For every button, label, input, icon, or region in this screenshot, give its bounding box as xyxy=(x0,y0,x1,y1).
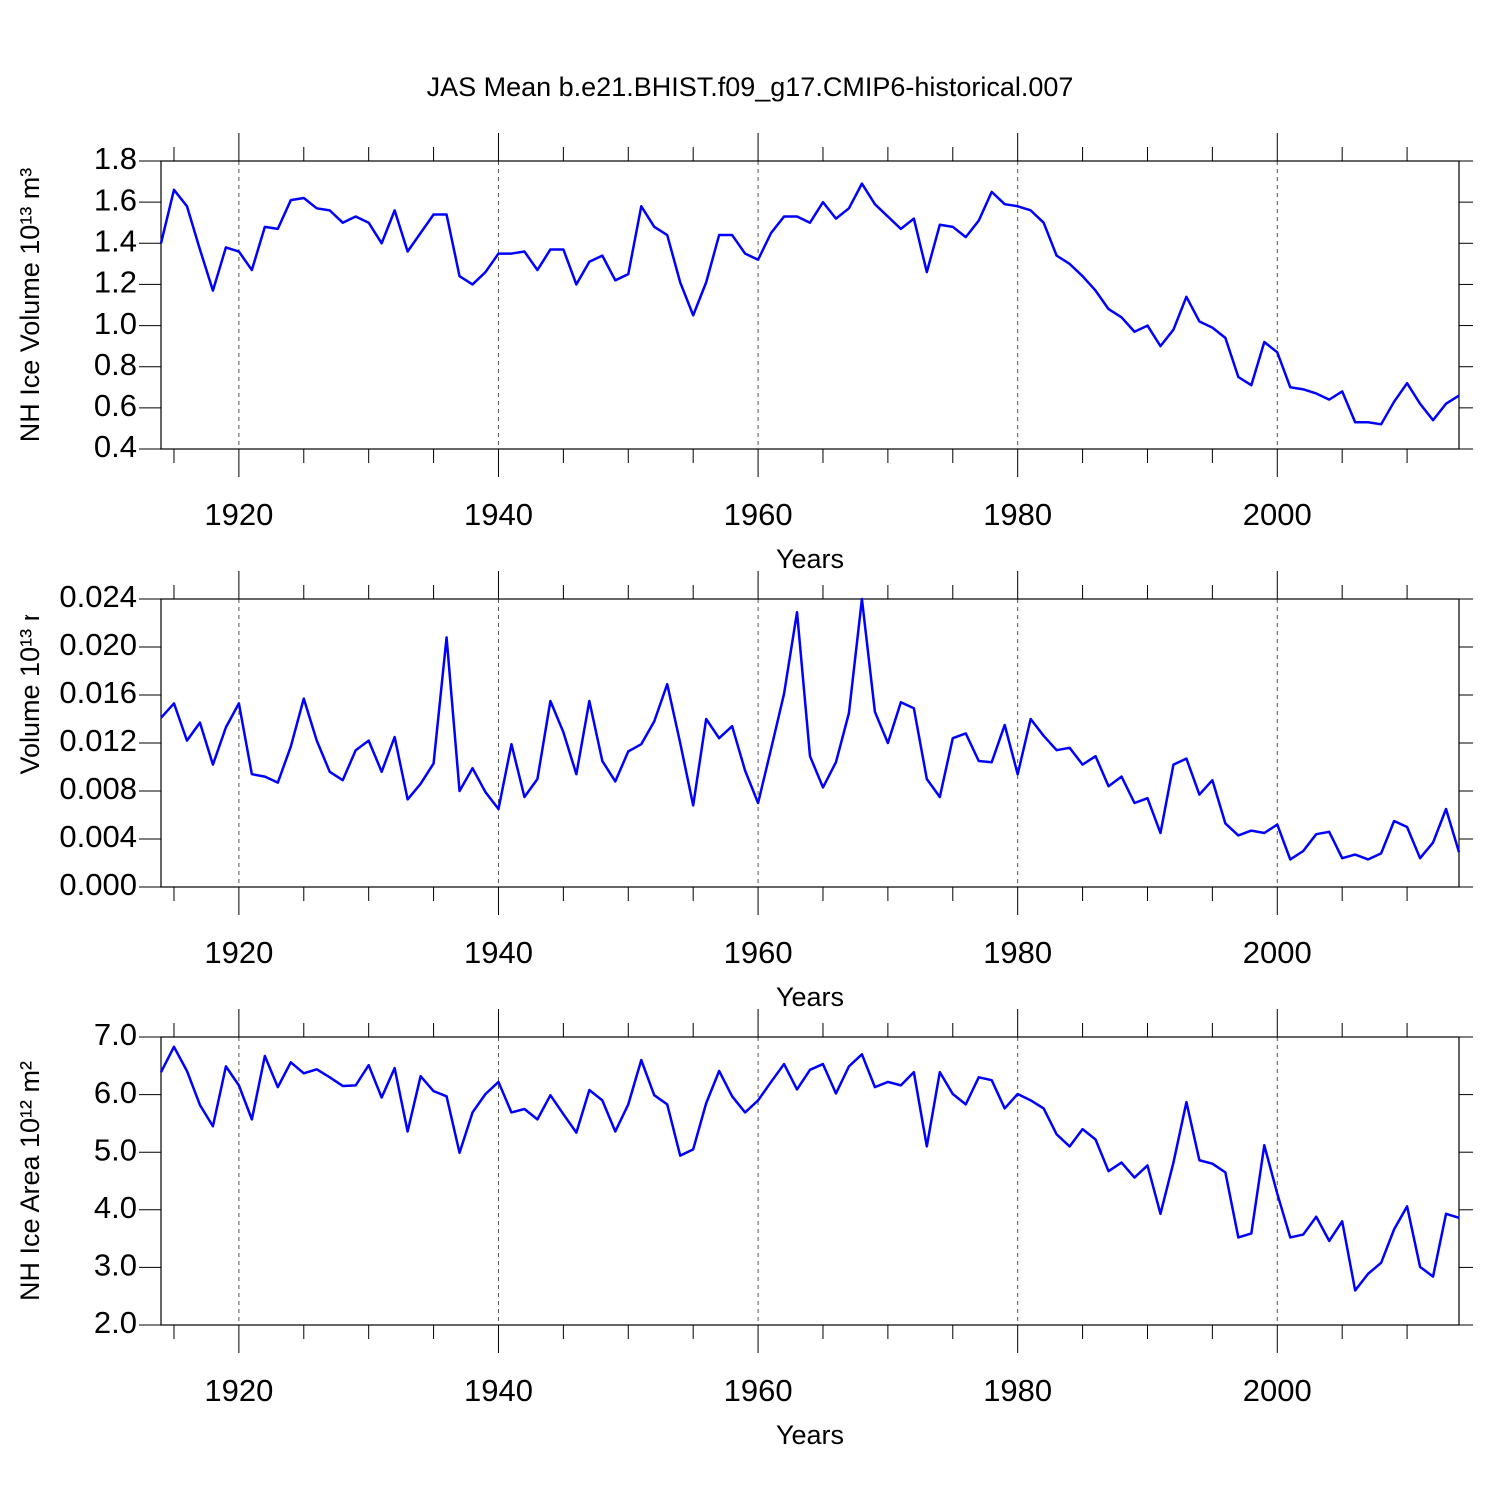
x-tick-label: 1980 xyxy=(983,935,1052,970)
y-tick-label: 2.0 xyxy=(94,1305,137,1340)
x-tick-label: 2000 xyxy=(1243,1373,1312,1408)
y-tick-label: 4.0 xyxy=(94,1190,137,1225)
y-tick-label: 0.4 xyxy=(94,429,137,464)
data-line xyxy=(159,182,1460,426)
x-tick-label: 2000 xyxy=(1243,935,1312,970)
x-tick-label: 1920 xyxy=(204,1373,273,1408)
plot-frame xyxy=(160,1036,1460,1326)
y-axis-label: NH Ice Area 10¹² m² xyxy=(15,1061,45,1301)
y-tick-label: 0.008 xyxy=(59,771,137,806)
x-tick-label: 1920 xyxy=(204,497,273,532)
x-tick-label: 2000 xyxy=(1243,497,1312,532)
x-tick-label: 1940 xyxy=(464,1373,533,1408)
x-tick-label: 1960 xyxy=(724,1373,793,1408)
x-tick-label: 1980 xyxy=(983,1373,1052,1408)
data-line xyxy=(159,1045,1460,1292)
y-tick-label: 1.4 xyxy=(94,223,137,258)
x-tick-label: 1920 xyxy=(204,935,273,970)
plot-frame xyxy=(160,160,1460,450)
chart-title: JAS Mean b.e21.BHIST.f09_g17.CMIP6-histo… xyxy=(427,72,1074,102)
x-axis-label: Years xyxy=(776,544,844,574)
x-tick-label: 1960 xyxy=(724,935,793,970)
y-tick-label: 0.024 xyxy=(59,579,137,614)
y-tick-label: 3.0 xyxy=(94,1248,137,1283)
x-tick-label: 1960 xyxy=(724,497,793,532)
y-tick-label: 1.8 xyxy=(94,141,137,176)
y-tick-label: 0.020 xyxy=(59,627,137,662)
y-tick-label: 0.012 xyxy=(59,723,137,758)
y-tick-label: 1.2 xyxy=(94,265,137,300)
x-tick-label: 1940 xyxy=(464,497,533,532)
x-axis-label: Years xyxy=(776,982,844,1012)
y-tick-label: 0.000 xyxy=(59,867,137,902)
x-tick-label: 1940 xyxy=(464,935,533,970)
y-tick-label: 7.0 xyxy=(94,1017,137,1052)
y-tick-label: 0.6 xyxy=(94,388,137,423)
y-tick-label: 5.0 xyxy=(94,1132,137,1167)
y-tick-label: 0.004 xyxy=(59,819,137,854)
y-tick-label: 1.0 xyxy=(94,306,137,341)
data-line xyxy=(160,597,1461,861)
y-axis-label: NH Snow Volume 10¹³ m³ xyxy=(15,590,45,896)
y-tick-label: 0.8 xyxy=(94,347,137,382)
plot-frame xyxy=(160,598,1460,888)
y-tick-label: 1.6 xyxy=(94,182,137,217)
y-tick-label: 0.016 xyxy=(59,675,137,710)
x-tick-label: 1980 xyxy=(983,497,1052,532)
y-tick-label: 6.0 xyxy=(94,1075,137,1110)
x-axis-label: Years xyxy=(776,1420,844,1450)
y-axis-label: NH Ice Volume 10¹³ m³ xyxy=(15,168,45,443)
